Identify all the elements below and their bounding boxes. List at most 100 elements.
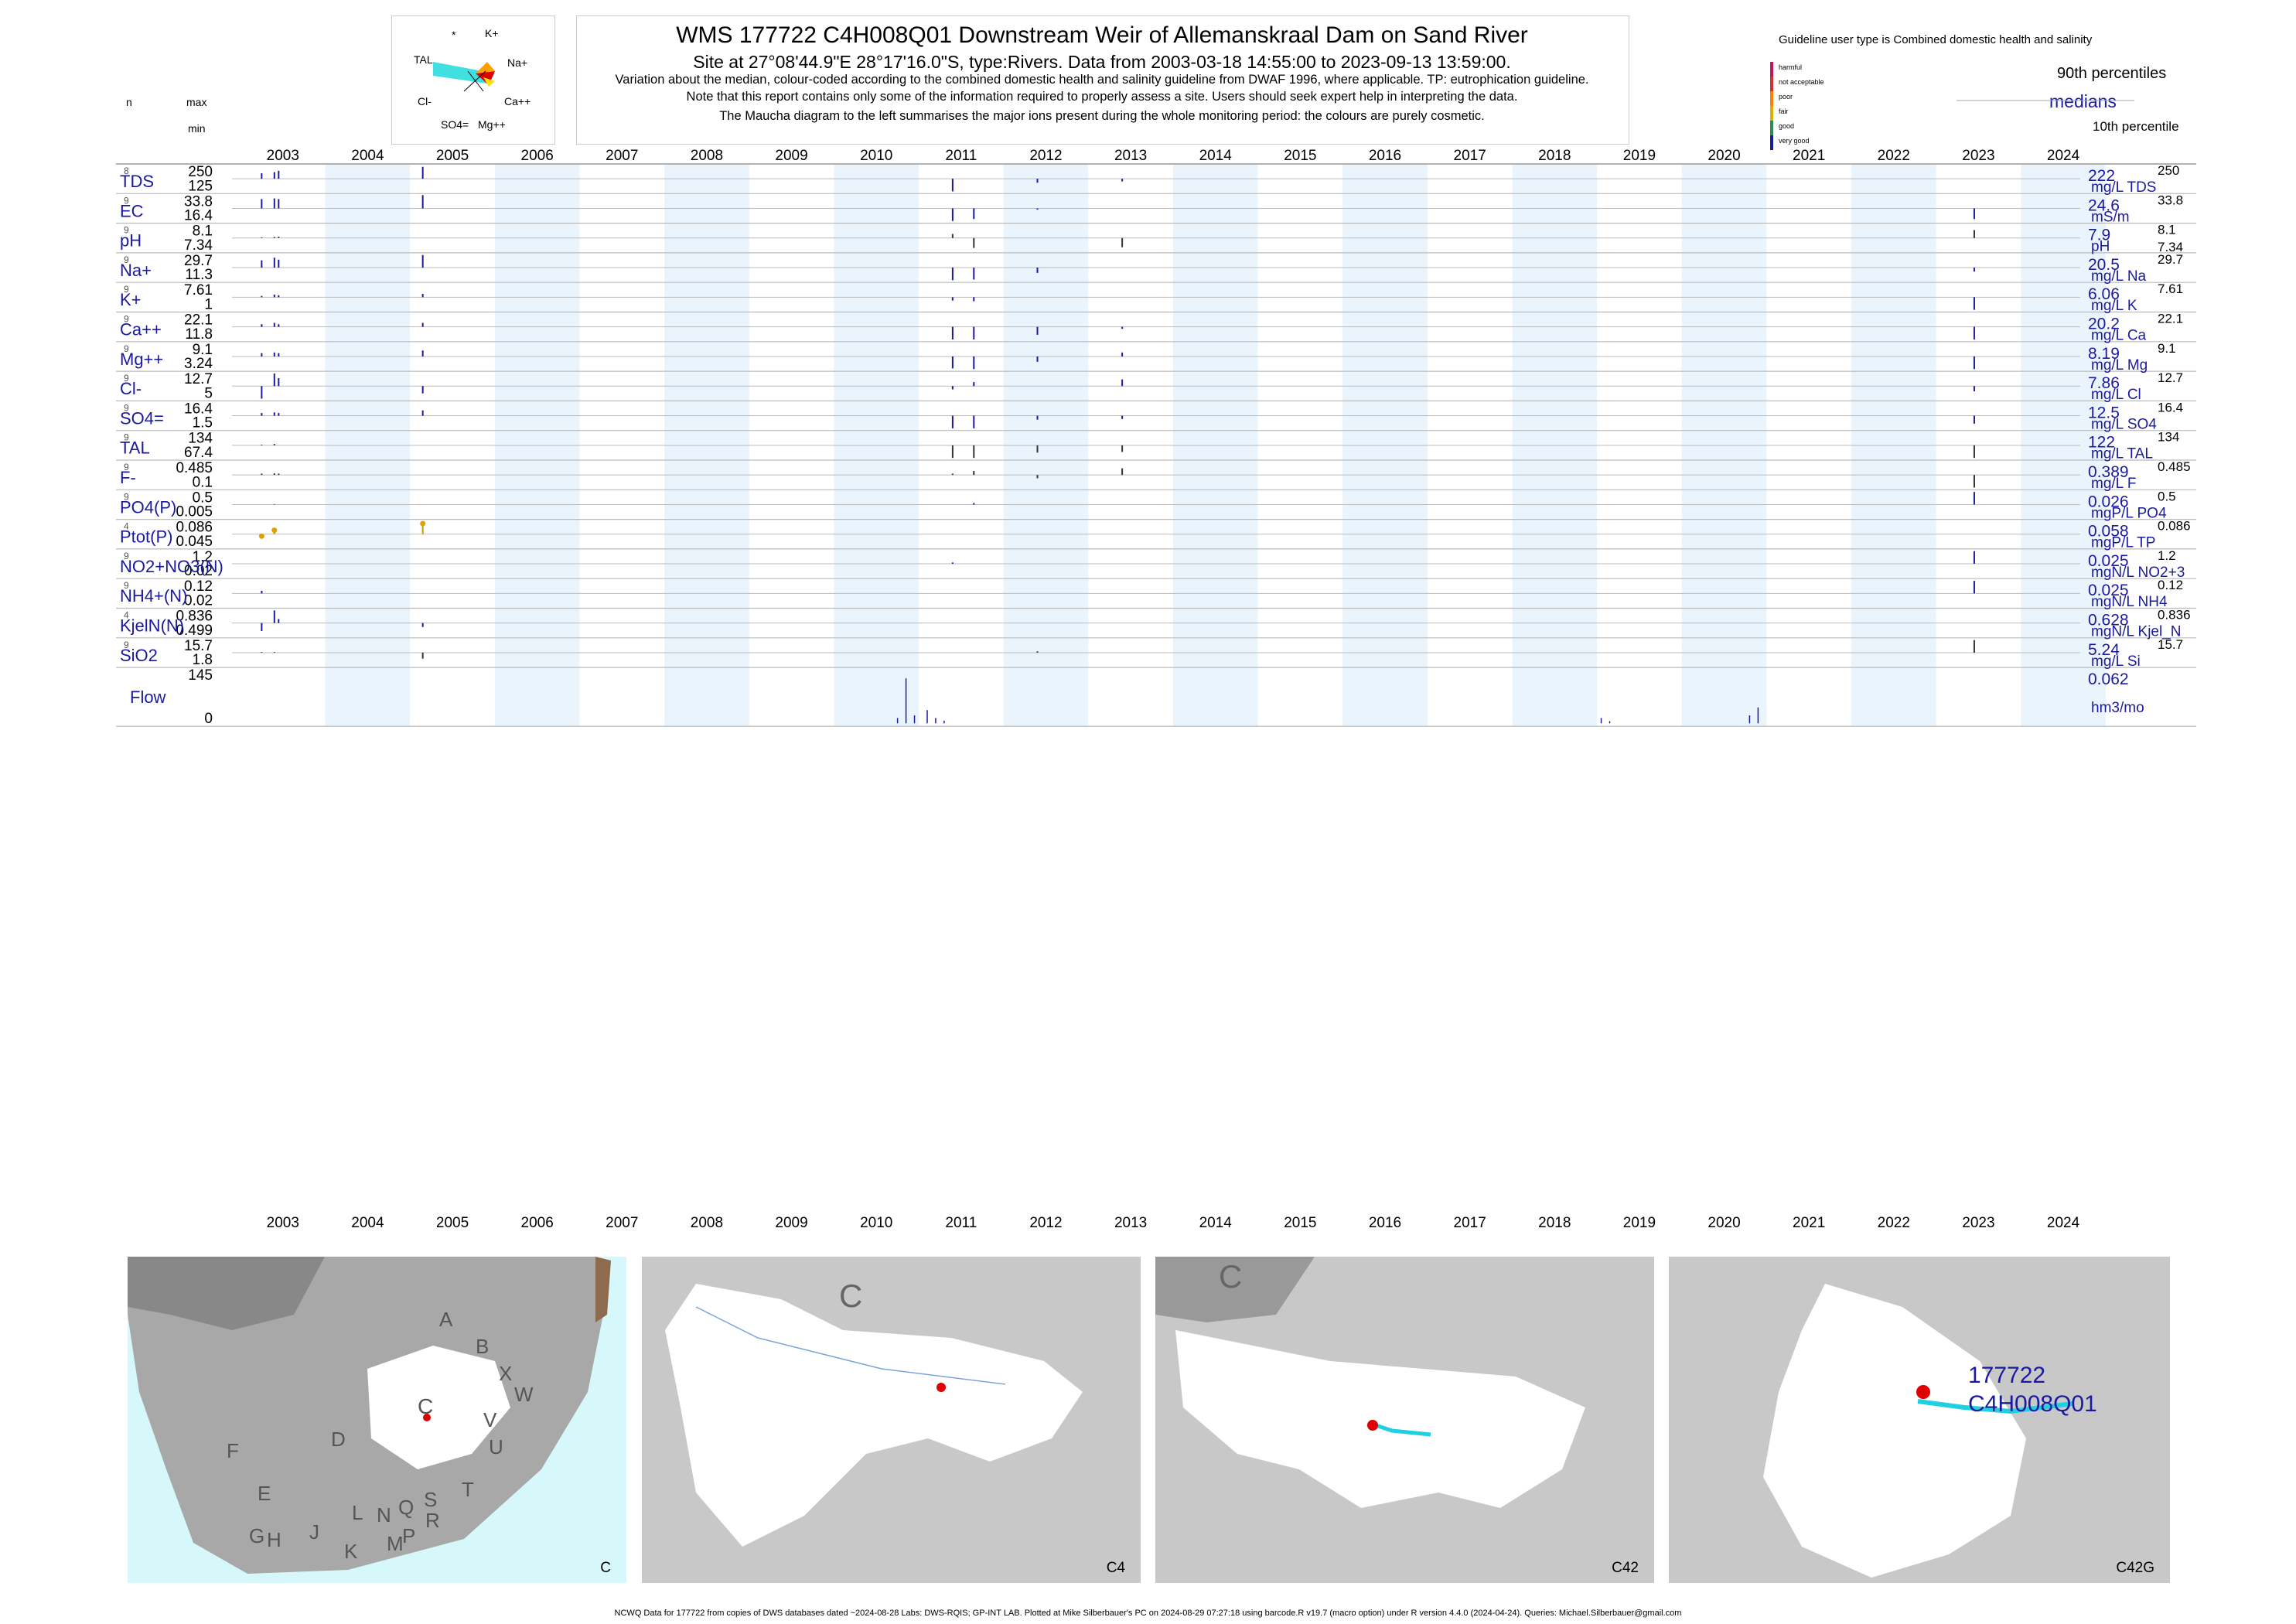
map-panel-1: C4 C [642, 1257, 1141, 1583]
panel-unit-13: mgN/L NO2+3 [2091, 565, 2185, 581]
legend-class-fair: fair [1779, 107, 1789, 115]
year-label-bottom-2023: 2023 [1962, 1215, 1994, 1231]
map3-site-dot [1916, 1385, 1930, 1399]
panel-n-9: 9 [124, 432, 129, 443]
panel-label-2: pH [120, 231, 142, 251]
panel-rmax-6: 9.1 [2158, 341, 2176, 356]
panel-n-10: 9 [124, 462, 129, 473]
maucha-axis-2 [467, 70, 484, 92]
year-label-top-2003: 2003 [267, 148, 299, 164]
year-label-top-2014: 2014 [1199, 148, 1233, 164]
year-label-top-2018: 2018 [1538, 148, 1571, 164]
panel-n-12: 4 [124, 521, 129, 532]
map3-site-code: C4H008Q01 [1968, 1391, 2097, 1417]
map2-catchment [1175, 1330, 1585, 1508]
year-label-top-2022: 2022 [1878, 148, 1910, 164]
year-label-bottom-2015: 2015 [1284, 1215, 1316, 1231]
panel-min-3: 11.3 [185, 267, 213, 283]
maucha-label-na: Na+ [507, 56, 527, 69]
panel-rmax-7: 12.7 [2158, 370, 2183, 385]
panel-max-flow: 145 [188, 667, 213, 684]
panel-max-4: 7.61 [184, 282, 213, 299]
panel-min-6: 3.24 [184, 356, 213, 372]
year-label-bottom-2008: 2008 [691, 1215, 723, 1231]
panel-rmax-8: 16.4 [2158, 400, 2183, 415]
panel-min-15: 0.499 [176, 623, 213, 639]
year-label-top-2005: 2005 [436, 148, 469, 164]
guideline-user-label: Guideline user type is Combined domestic… [1779, 33, 2093, 46]
year-label-bottom-2017: 2017 [1454, 1215, 1486, 1231]
year-label-top-2023: 2023 [1962, 148, 1994, 164]
panel-max-16: 15.7 [184, 638, 213, 654]
year-label-top-2010: 2010 [860, 148, 892, 164]
map0-region-c: C [418, 1394, 433, 1418]
panel-min-11: 0.005 [176, 504, 213, 520]
maucha-label-so4: SO4= [441, 118, 469, 131]
panel-max-5: 22.1 [184, 312, 213, 329]
map0-region-b: B [476, 1335, 489, 1358]
map3-catchment [1763, 1284, 2026, 1578]
map0-site-dot [423, 1414, 431, 1421]
map0-region-k: K [344, 1540, 358, 1563]
panel-max-1: 33.8 [184, 193, 213, 210]
panel-min-5: 11.8 [185, 326, 213, 343]
panel-median-1: 24.6 [2088, 196, 2120, 214]
map3-dam [1917, 1399, 2073, 1414]
legend-90th: 90th percentiles [2057, 65, 2167, 82]
map-panel-3: C42G 177722 C4H008Q01 [1669, 1257, 2170, 1583]
maucha-label-tal: TAL [414, 53, 433, 66]
panel-label-12: Ptot(P) [120, 527, 172, 547]
year-label-top-2019: 2019 [1623, 148, 1656, 164]
map-label-2: C42 [1612, 1560, 1639, 1576]
panel-rmax-16: 15.7 [2158, 637, 2183, 652]
panel-unit-2: pH [2091, 239, 2110, 255]
map1-region-c: C [839, 1278, 862, 1314]
map0-region-a: A [439, 1308, 453, 1331]
map-panel-2: C42 C [1155, 1257, 1654, 1583]
map0-region-l: L [352, 1501, 363, 1524]
legend-swatch-2 [1770, 91, 1773, 106]
panel-rmax-4: 7.61 [2158, 281, 2183, 296]
map0-region-h: H [267, 1528, 281, 1551]
map0-region-p: P [402, 1524, 415, 1547]
map1-catchment [665, 1284, 1083, 1547]
panel-median-14: 0.025 [2088, 582, 2129, 599]
panel-label-11: PO4(P) [120, 497, 176, 517]
panel-median-5: 20.2 [2088, 316, 2120, 333]
panel-unit-8: mg/L SO4 [2091, 416, 2157, 432]
map0-region-f: F [227, 1439, 239, 1462]
panel-n-5: 9 [124, 314, 129, 325]
panel-max-9: 134 [188, 431, 213, 447]
panel-max-6: 9.1 [193, 342, 213, 358]
panel-label-0: TDS [120, 172, 154, 191]
legend-class-harmful: harmful [1779, 63, 1803, 71]
year-label-bottom-2009: 2009 [775, 1215, 807, 1231]
panel-max-13: 1.2 [193, 549, 213, 565]
map0-region-v: V [483, 1408, 497, 1431]
panel-rmax-0: 250 [2158, 163, 2179, 178]
col-max-header: max [186, 96, 207, 108]
panel-rmax-5: 22.1 [2158, 312, 2183, 326]
panel-min-13: 0.02 [184, 563, 213, 579]
panel-unit-flow: hm3/mo [2091, 700, 2144, 716]
maucha-label-ca: Ca++ [504, 95, 531, 107]
dot-12-2 [420, 520, 426, 527]
map0-region-n: N [377, 1503, 391, 1527]
panel-rmax-13: 1.2 [2158, 548, 2176, 563]
map1-river [695, 1306, 1006, 1385]
year-label-top-2016: 2016 [1369, 148, 1401, 164]
panel-n-6: 9 [124, 343, 129, 354]
legend-class-not-acceptable: not acceptable [1779, 78, 1824, 86]
panel-median-0: 222 [2088, 167, 2115, 185]
map0-region-s: S [424, 1488, 437, 1511]
panel-unit-11: mgP/L PO4 [2091, 505, 2167, 521]
year-label-bottom-2020: 2020 [1708, 1215, 1740, 1231]
panel-median-16: 5.24 [2088, 641, 2120, 659]
year-label-bottom-2011: 2011 [945, 1215, 977, 1231]
panel-n-11: 9 [124, 491, 129, 502]
map-label-1: C4 [1107, 1560, 1126, 1576]
year-label-top-2007: 2007 [606, 148, 638, 164]
panel-rmax-3: 29.7 [2158, 252, 2183, 267]
